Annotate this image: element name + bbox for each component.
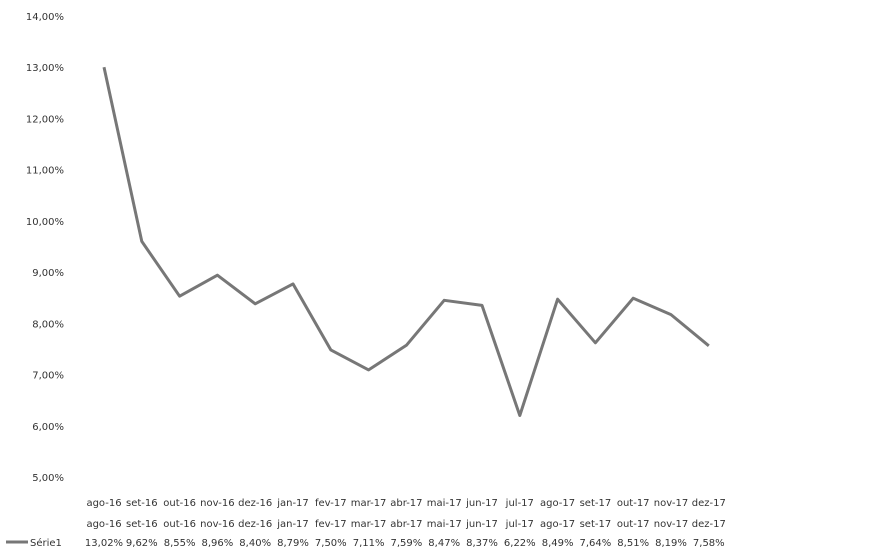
table-category-label: mai-17 [427,519,462,530]
y-axis: 5,00% 6,00% 7,00% 8,00% 9,00% 10,00% 11,00% 12,… [26,12,64,484]
x-tick-label: out-16 [163,498,196,509]
table-value-label: 8,55% [164,538,196,549]
y-tick-label: 5,00% [32,473,64,484]
y-tick-label: 11,00% [26,166,64,177]
table-value-label: 8,37% [466,538,498,549]
table-category-label: nov-17 [654,519,688,530]
data-table: ago-16 13,02%set-16 9,62% out-16 8,55% nov-16… [6,519,726,549]
y-tick-label: 6,00% [32,422,64,433]
table-value-label: 8,19% [655,538,687,549]
plot-area [102,66,710,417]
table-category-label: fev-17 [315,519,347,530]
x-tick-label: ago-17 [540,498,575,509]
table-category-label: out-17 [617,519,650,530]
table-value-label: 7,58% [693,538,725,549]
x-tick-label: set-17 [580,498,612,509]
y-tick-label: 12,00% [26,114,64,125]
table-category-label: set-17 [580,519,612,530]
table-value-label: 9,62% [126,538,158,549]
table-value-label: 7,64% [580,538,612,549]
x-tick-label: jan-17 [276,498,309,509]
x-tick-label: set-16 [126,498,158,509]
table-value-label: 8,96% [202,538,234,549]
table-category-label: ago-17 [540,519,575,530]
y-tick-label: 9,00% [32,268,64,279]
x-tick-label: jul-17 [505,498,534,509]
table-category-label: mar-17 [351,519,387,530]
y-tick-label: 8,00% [32,319,64,330]
table-value-label: 8,79% [277,538,309,549]
y-tick-label: 13,00% [26,63,64,74]
y-tick-label: 14,00% [26,12,64,23]
table-category-label: jun-17 [465,519,498,530]
table-value-label: 6,22% [504,538,536,549]
x-tick-label: abr-17 [390,498,422,509]
x-axis-category-labels: ago-16 set-16 out-16 nov-16 dez-16 jan-17 fev-… [86,498,725,509]
y-tick-label: 7,00% [32,371,64,382]
x-tick-label: ago-16 [86,498,121,509]
y-tick-label: 10,00% [26,217,64,228]
table-category-label: ago-16 [86,519,121,530]
table-value-label: 7,50% [315,538,347,549]
table-category-label: jan-17 [276,519,309,530]
x-tick-label: dez-17 [692,498,726,509]
table-value-label: 8,47% [428,538,460,549]
table-category-label: jul-17 [505,519,534,530]
x-tick-label: nov-17 [654,498,688,509]
x-tick-label: out-17 [617,498,650,509]
x-tick-label: dez-16 [238,498,272,509]
table-category-label: set-16 [126,519,158,530]
table-category-label: dez-16 [238,519,272,530]
table-value-label: 8,49% [542,538,574,549]
table-value-label: 8,51% [617,538,649,549]
table-category-label: nov-16 [200,519,234,530]
x-tick-label: mar-17 [351,498,387,509]
legend-series-name: Série1 [30,537,62,549]
x-tick-label: nov-16 [200,498,234,509]
table-category-label: dez-17 [692,519,726,530]
x-tick-label: fev-17 [315,498,347,509]
table-value-label: 13,02% [85,538,123,549]
table-value-label: 7,11% [353,538,385,549]
table-value-label: 7,59% [391,538,423,549]
table-value-label: 8,40% [239,538,271,549]
x-tick-label: mai-17 [427,498,462,509]
table-category-label: abr-17 [390,519,422,530]
series-line [102,66,710,417]
table-category-label: out-16 [163,519,196,530]
x-tick-label: jun-17 [465,498,498,509]
